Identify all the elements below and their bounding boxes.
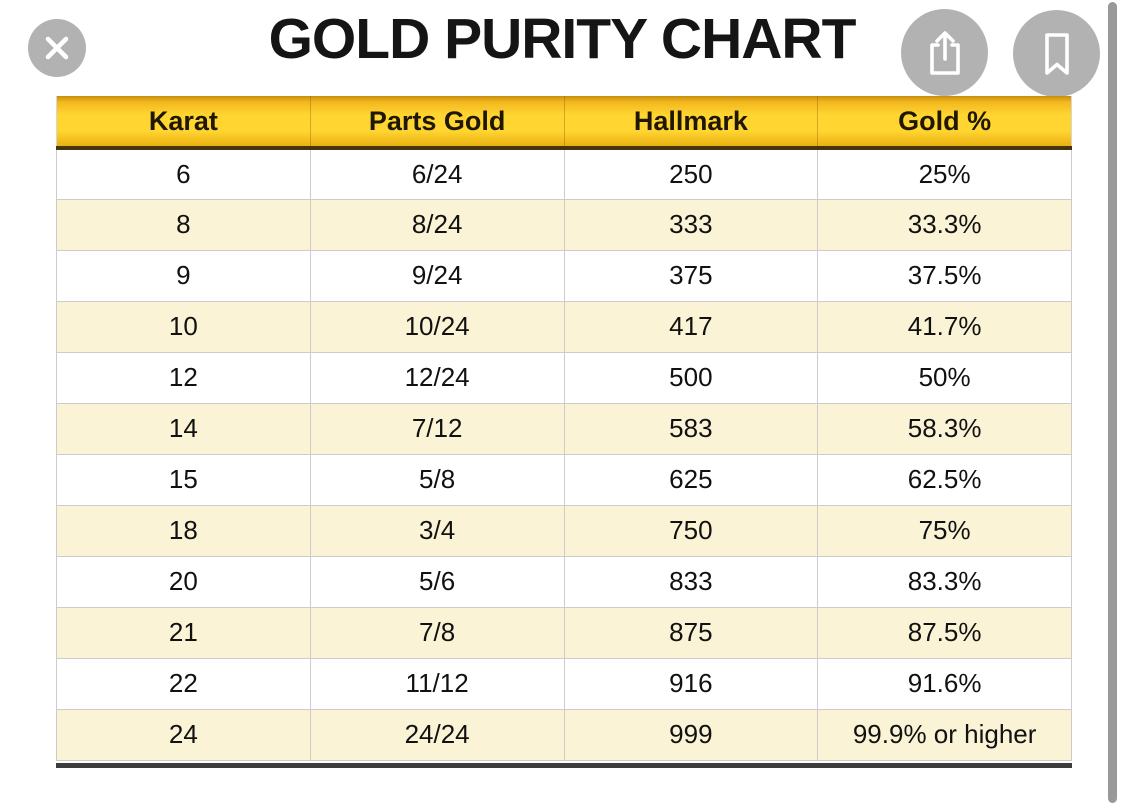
table-cell-hallmark: 833 — [563, 555, 819, 608]
share-icon — [929, 30, 960, 75]
table-cell-karat: 12 — [56, 351, 311, 404]
table-cell-karat: 24 — [56, 708, 311, 761]
table-cell-gold-percent: 75% — [817, 504, 1072, 557]
table-cell-parts-gold: 5/6 — [309, 555, 565, 608]
bookmark-button[interactable] — [1013, 10, 1100, 97]
table-cell-parts-gold: 10/24 — [309, 300, 565, 353]
table-row: 8 8/24 333 33.3% — [56, 198, 1072, 251]
table-cell-parts-gold: 12/24 — [309, 351, 565, 404]
table-cell-karat: 14 — [56, 402, 311, 455]
table-row: 22 11/12 916 91.6% — [56, 657, 1072, 710]
table-cell-hallmark: 250 — [563, 147, 819, 200]
table-cell-parts-gold: 11/12 — [309, 657, 565, 710]
table-cell-parts-gold: 24/24 — [309, 708, 565, 761]
table-row: 9 9/24 375 37.5% — [56, 249, 1072, 302]
table-cell-parts-gold: 8/24 — [309, 198, 565, 251]
table-bottom-line — [56, 762, 1072, 768]
table-row: 6 6/24 250 25% — [56, 147, 1072, 200]
table-cell-hallmark: 916 — [563, 657, 819, 710]
table-cell-gold-percent: 33.3% — [817, 198, 1072, 251]
table-cell-gold-percent: 25% — [817, 147, 1072, 200]
table-cell-gold-percent: 83.3% — [817, 555, 1072, 608]
table-cell-karat: 6 — [56, 147, 311, 200]
table-cell-karat: 18 — [56, 504, 311, 557]
table-cell-hallmark: 333 — [563, 198, 819, 251]
table-row: 10 10/24 417 41.7% — [56, 300, 1072, 353]
table-cell-gold-percent: 87.5% — [817, 606, 1072, 659]
table-row: 20 5/6 833 83.3% — [56, 555, 1072, 608]
column-header-parts-gold: Parts Gold — [310, 96, 565, 150]
table-cell-hallmark: 375 — [563, 249, 819, 302]
bookmark-icon — [1044, 32, 1069, 75]
table-cell-karat: 15 — [56, 453, 311, 506]
table-cell-gold-percent: 99.9% or higher — [817, 708, 1072, 761]
table-cell-parts-gold: 7/12 — [309, 402, 565, 455]
column-header-gold-percent: Gold % — [817, 96, 1072, 150]
table-cell-hallmark: 875 — [563, 606, 819, 659]
table-row: 15 5/8 625 62.5% — [56, 453, 1072, 506]
table-row: 18 3/4 750 75% — [56, 504, 1072, 557]
table-cell-parts-gold: 7/8 — [309, 606, 565, 659]
table-cell-gold-percent: 91.6% — [817, 657, 1072, 710]
table-cell-karat: 20 — [56, 555, 311, 608]
table-cell-parts-gold: 5/8 — [309, 453, 565, 506]
table-cell-gold-percent: 37.5% — [817, 249, 1072, 302]
table-cell-hallmark: 750 — [563, 504, 819, 557]
table-header-row: Karat Parts Gold Hallmark Gold % — [56, 96, 1072, 150]
table-cell-karat: 10 — [56, 300, 311, 353]
close-button[interactable] — [28, 19, 86, 77]
table-cell-hallmark: 583 — [563, 402, 819, 455]
table-cell-hallmark: 625 — [563, 453, 819, 506]
close-icon — [45, 36, 69, 60]
page-title: GOLD PURITY CHART — [268, 7, 857, 71]
share-button[interactable] — [901, 9, 988, 96]
table-cell-gold-percent: 41.7% — [817, 300, 1072, 353]
table-row: 21 7/8 875 87.5% — [56, 606, 1072, 659]
table-cell-parts-gold: 6/24 — [309, 147, 565, 200]
table-cell-karat: 21 — [56, 606, 311, 659]
table-cell-hallmark: 417 — [563, 300, 819, 353]
table-row: 12 12/24 500 50% — [56, 351, 1072, 404]
table-cell-karat: 8 — [56, 198, 311, 251]
column-header-hallmark: Hallmark — [564, 96, 819, 150]
table-cell-hallmark: 999 — [563, 708, 819, 761]
table-cell-karat: 22 — [56, 657, 311, 710]
table-cell-hallmark: 500 — [563, 351, 819, 404]
table-cell-gold-percent: 62.5% — [817, 453, 1072, 506]
table-row: 14 7/12 583 58.3% — [56, 402, 1072, 455]
table-cell-gold-percent: 50% — [817, 351, 1072, 404]
table-cell-gold-percent: 58.3% — [817, 402, 1072, 455]
table-cell-parts-gold: 3/4 — [309, 504, 565, 557]
table-cell-karat: 9 — [56, 249, 311, 302]
table-cell-parts-gold: 9/24 — [309, 249, 565, 302]
gold-purity-table: Karat Parts Gold Hallmark Gold % 6 6/24 … — [56, 96, 1072, 768]
vertical-scrollbar[interactable] — [1108, 2, 1117, 803]
column-header-karat: Karat — [56, 96, 311, 150]
table-row: 24 24/24 999 99.9% or higher — [56, 708, 1072, 761]
